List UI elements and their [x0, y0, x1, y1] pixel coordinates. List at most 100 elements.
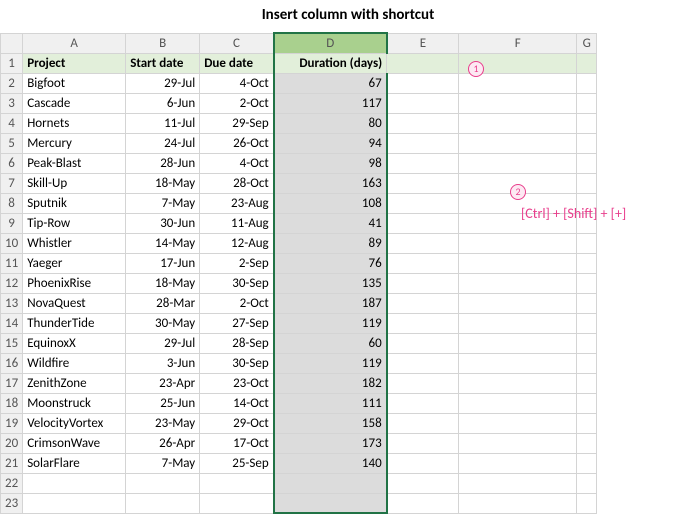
cell-A[interactable]: Sputnik: [23, 193, 126, 213]
cell-C[interactable]: 2-Sep: [200, 253, 274, 273]
cell-F[interactable]: [459, 373, 577, 393]
cell-B[interactable]: 6-Jun: [126, 93, 200, 113]
cell-G[interactable]: [577, 373, 597, 393]
cell-F[interactable]: [459, 333, 577, 353]
cell-A[interactable]: Tip-Row: [23, 213, 126, 233]
row-header[interactable]: 21: [1, 453, 23, 473]
cell-G[interactable]: [577, 493, 597, 513]
cell-E[interactable]: [387, 373, 459, 393]
cell-A[interactable]: Cascade: [23, 93, 126, 113]
cell-F[interactable]: [459, 273, 577, 293]
cell-D[interactable]: 158: [274, 413, 387, 433]
cell-F[interactable]: [459, 493, 577, 513]
cell-C[interactable]: 11-Aug: [200, 213, 274, 233]
cell-D[interactable]: 76: [274, 253, 387, 273]
cell-C[interactable]: 12-Aug: [200, 233, 274, 253]
cell-E[interactable]: [387, 133, 459, 153]
cell-C[interactable]: 26-Oct: [200, 133, 274, 153]
cell-A[interactable]: [23, 493, 126, 513]
cell-D[interactable]: 89: [274, 233, 387, 253]
row-header[interactable]: 4: [1, 113, 23, 133]
cell-D[interactable]: 187: [274, 293, 387, 313]
cell-C[interactable]: 4-Oct: [200, 153, 274, 173]
cell-A[interactable]: NovaQuest: [23, 293, 126, 313]
cell-G[interactable]: [577, 393, 597, 413]
cell-B[interactable]: 3-Jun: [126, 353, 200, 373]
cell-G[interactable]: [577, 333, 597, 353]
cell-B[interactable]: 14-May: [126, 233, 200, 253]
cell-G[interactable]: [577, 53, 597, 73]
cell-G[interactable]: [577, 313, 597, 333]
cell-A[interactable]: Hornets: [23, 113, 126, 133]
cell-E[interactable]: [387, 353, 459, 373]
cell-E[interactable]: [387, 273, 459, 293]
cell-A[interactable]: Bigfoot: [23, 73, 126, 93]
cell-A[interactable]: Yaeger: [23, 253, 126, 273]
cell-A[interactable]: EquinoxX: [23, 333, 126, 353]
cell-G[interactable]: [577, 93, 597, 113]
cell-B[interactable]: 30-May: [126, 313, 200, 333]
cell-D[interactable]: 94: [274, 133, 387, 153]
cell-B[interactable]: 17-Jun: [126, 253, 200, 273]
col-header-A[interactable]: A: [23, 33, 126, 53]
cell-A[interactable]: PhoenixRise: [23, 273, 126, 293]
cell-C[interactable]: 14-Oct: [200, 393, 274, 413]
cell-A[interactable]: [23, 473, 126, 493]
row-header[interactable]: 23: [1, 493, 23, 513]
cell-B[interactable]: Start date: [126, 53, 200, 73]
cell-B[interactable]: 11-Jul: [126, 113, 200, 133]
cell-E[interactable]: [387, 173, 459, 193]
cell-C[interactable]: 2-Oct: [200, 293, 274, 313]
row-header[interactable]: 15: [1, 333, 23, 353]
cell-A[interactable]: Mercury: [23, 133, 126, 153]
cell-G[interactable]: [577, 473, 597, 493]
row-header[interactable]: 18: [1, 393, 23, 413]
row-header[interactable]: 8: [1, 193, 23, 213]
cell-G[interactable]: [577, 113, 597, 133]
row-header[interactable]: 3: [1, 93, 23, 113]
row-header[interactable]: 11: [1, 253, 23, 273]
cell-F[interactable]: [459, 293, 577, 313]
cell-F[interactable]: [459, 153, 577, 173]
cell-A[interactable]: Moonstruck: [23, 393, 126, 413]
row-header[interactable]: 22: [1, 473, 23, 493]
cell-F[interactable]: [459, 433, 577, 453]
cell-A[interactable]: Peak-Blast: [23, 153, 126, 173]
cell-E[interactable]: [387, 213, 459, 233]
cell-D[interactable]: 80: [274, 113, 387, 133]
cell-C[interactable]: 28-Oct: [200, 173, 274, 193]
cell-D[interactable]: 67: [274, 73, 387, 93]
cell-C[interactable]: 30-Sep: [200, 273, 274, 293]
cell-B[interactable]: 26-Apr: [126, 433, 200, 453]
row-header[interactable]: 7: [1, 173, 23, 193]
cell-F[interactable]: [459, 413, 577, 433]
cell-E[interactable]: [387, 93, 459, 113]
row-header[interactable]: 17: [1, 373, 23, 393]
cell-F[interactable]: [459, 93, 577, 113]
cell-D[interactable]: 140: [274, 453, 387, 473]
cell-G[interactable]: [577, 433, 597, 453]
cell-B[interactable]: 28-Mar: [126, 293, 200, 313]
cell-E[interactable]: [387, 253, 459, 273]
cell-B[interactable]: 23-Apr: [126, 373, 200, 393]
row-header[interactable]: 1: [1, 53, 23, 73]
cell-C[interactable]: 29-Sep: [200, 113, 274, 133]
cell-C[interactable]: 23-Oct: [200, 373, 274, 393]
cell-C[interactable]: 30-Sep: [200, 353, 274, 373]
cell-G[interactable]: [577, 233, 597, 253]
cell-D[interactable]: 119: [274, 313, 387, 333]
cell-A[interactable]: Wildfire: [23, 353, 126, 373]
cell-E[interactable]: [387, 53, 459, 73]
cell-D[interactable]: 111: [274, 393, 387, 413]
cell-B[interactable]: 7-May: [126, 453, 200, 473]
cell-A[interactable]: ZenithZone: [23, 373, 126, 393]
cell-E[interactable]: [387, 333, 459, 353]
cell-C[interactable]: 2-Oct: [200, 93, 274, 113]
cell-E[interactable]: [387, 473, 459, 493]
cell-A[interactable]: VelocityVortex: [23, 413, 126, 433]
col-header-C[interactable]: C: [200, 33, 274, 53]
cell-G[interactable]: [577, 293, 597, 313]
cell-D[interactable]: 173: [274, 433, 387, 453]
cell-C[interactable]: 29-Oct: [200, 413, 274, 433]
cell-B[interactable]: 25-Jun: [126, 393, 200, 413]
